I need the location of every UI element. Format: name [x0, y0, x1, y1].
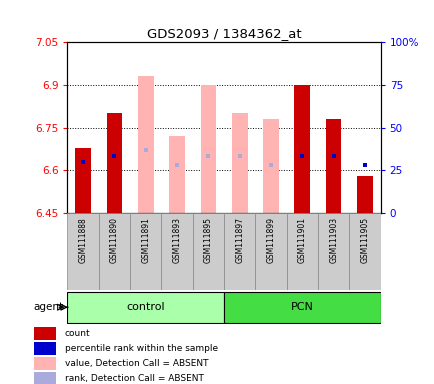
Bar [130, 213, 161, 290]
Bar [34, 327, 56, 340]
Bar [356, 176, 372, 213]
Bar [138, 76, 153, 213]
Bar [34, 342, 56, 355]
Bar [106, 113, 122, 213]
Bar [192, 213, 224, 290]
Text: GSM111888: GSM111888 [79, 217, 87, 263]
Bar [99, 213, 130, 290]
Bar [224, 292, 380, 323]
Text: agent: agent [33, 302, 63, 312]
Bar [67, 213, 99, 290]
Text: GSM111895: GSM111895 [204, 217, 212, 263]
Text: count: count [65, 329, 90, 338]
Bar [224, 213, 255, 290]
Text: value, Detection Call = ABSENT: value, Detection Call = ABSENT [65, 359, 208, 367]
Bar [349, 213, 380, 290]
Bar [325, 119, 341, 213]
Text: PCN: PCN [290, 302, 313, 312]
Text: GSM111899: GSM111899 [266, 217, 275, 263]
Text: GSM111901: GSM111901 [297, 217, 306, 263]
Bar [75, 147, 91, 213]
Text: GSM111905: GSM111905 [360, 217, 368, 263]
Text: percentile rank within the sample: percentile rank within the sample [65, 344, 217, 353]
Bar [317, 213, 349, 290]
Bar [161, 213, 192, 290]
Bar [34, 357, 56, 370]
Title: GDS2093 / 1384362_at: GDS2093 / 1384362_at [146, 26, 301, 40]
Bar [34, 371, 56, 384]
Bar [263, 119, 278, 213]
Bar [294, 85, 309, 213]
Bar [200, 85, 216, 213]
Bar [255, 213, 286, 290]
Bar [169, 136, 184, 213]
Text: GSM111893: GSM111893 [172, 217, 181, 263]
Text: GSM111903: GSM111903 [329, 217, 337, 263]
Text: GSM111891: GSM111891 [141, 217, 150, 263]
Bar [231, 113, 247, 213]
Bar [67, 292, 224, 323]
Text: rank, Detection Call = ABSENT: rank, Detection Call = ABSENT [65, 374, 203, 382]
Text: GSM111890: GSM111890 [110, 217, 118, 263]
Text: GSM111897: GSM111897 [235, 217, 243, 263]
Text: control: control [126, 302, 164, 312]
Bar [286, 213, 317, 290]
